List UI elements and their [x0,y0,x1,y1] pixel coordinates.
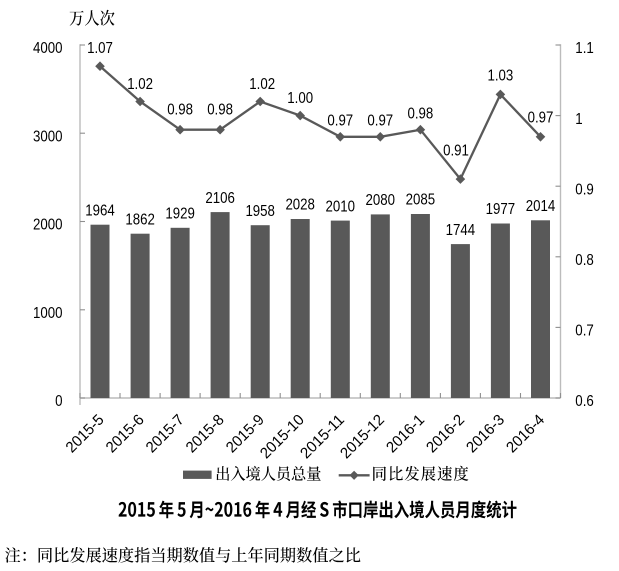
svg-text:0.97: 0.97 [327,113,353,130]
svg-text:1862: 1862 [125,211,155,228]
svg-text:1964: 1964 [85,202,115,219]
svg-text:0.98: 0.98 [207,101,233,118]
svg-text:0.97: 0.97 [367,113,393,130]
svg-text:1.00: 1.00 [287,90,313,107]
svg-text:1000: 1000 [33,305,63,322]
svg-text:4000: 4000 [33,40,63,57]
svg-text:2106: 2106 [205,190,235,207]
svg-text:1.02: 1.02 [127,76,153,93]
svg-text:0.91: 0.91 [443,143,469,160]
svg-text:2010: 2010 [326,198,356,215]
svg-text:0.8: 0.8 [575,252,594,269]
svg-text:3000: 3000 [33,128,63,145]
svg-text:1977: 1977 [486,201,516,218]
svg-text:2085: 2085 [406,192,436,209]
svg-text:1958: 1958 [245,203,275,220]
svg-text:1.1: 1.1 [575,40,594,57]
svg-text:2080: 2080 [366,192,396,209]
svg-text:1.07: 1.07 [87,40,113,57]
svg-text:0.97: 0.97 [528,109,554,126]
svg-text:1744: 1744 [446,222,476,239]
svg-text:0.98: 0.98 [167,101,193,118]
svg-text:0: 0 [55,393,62,410]
svg-text:0.9: 0.9 [575,181,594,198]
svg-text:0.6: 0.6 [575,393,594,410]
svg-text:2014: 2014 [526,198,556,215]
svg-text:2028: 2028 [285,197,315,214]
svg-text:1929: 1929 [165,206,195,223]
svg-text:2000: 2000 [33,217,63,234]
svg-text:1.02: 1.02 [249,76,275,93]
svg-text:1.03: 1.03 [488,68,514,85]
svg-text:1: 1 [575,111,582,128]
svg-text:0.7: 0.7 [575,323,594,340]
svg-text:0.98: 0.98 [408,105,434,122]
